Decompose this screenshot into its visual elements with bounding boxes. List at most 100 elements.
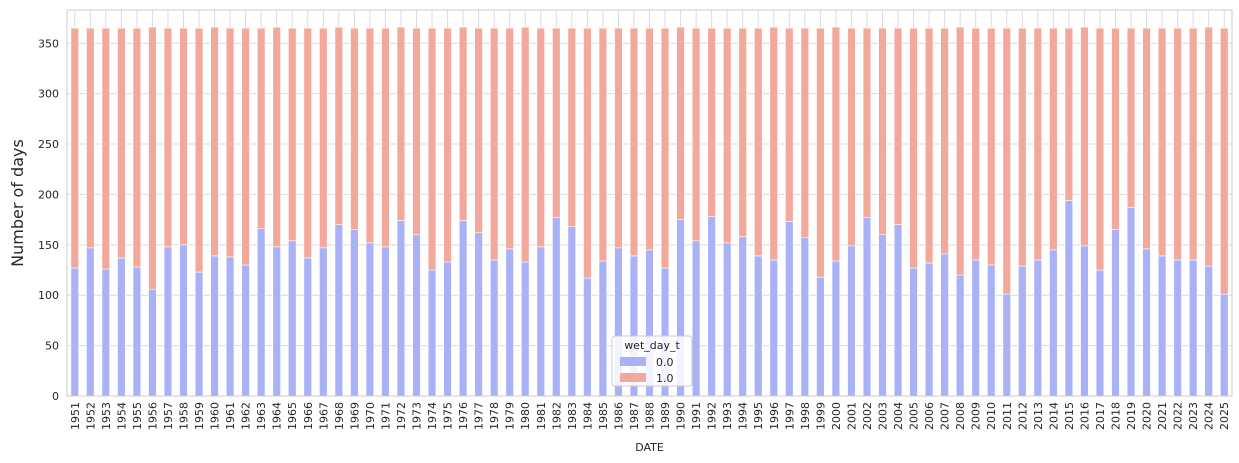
bar-2019-series-1	[1126, 27, 1136, 208]
bar-1960-series-1	[210, 26, 219, 257]
y-axis-label: Number of days	[8, 139, 27, 267]
x-tick-labels: 1951 1952 1953 1954 1955 1956 1957 1958 1959 1960…	[69, 402, 1231, 430]
x-tick-label: 1996	[768, 402, 781, 430]
bar-2014-series-1	[1049, 27, 1058, 251]
y-tick-label: 100	[38, 289, 59, 302]
bar-2006-series-0	[924, 262, 934, 397]
x-tick-label: 1964	[271, 402, 284, 430]
bar-1955-series-0	[132, 266, 142, 397]
x-tick-label: 1957	[162, 402, 175, 430]
bar-2016-series-0	[1080, 245, 1089, 397]
bar-1959-series-0	[194, 271, 204, 397]
bar-2021-series-1	[1157, 27, 1167, 257]
bar-1985-series-0	[598, 260, 608, 397]
x-tick-label: 2024	[1203, 402, 1216, 430]
x-tick-label: 2005	[908, 402, 921, 430]
y-tick-labels: 0 50 100 150 200 250 300 350	[38, 37, 59, 403]
bar-2005-series-0	[909, 267, 918, 397]
bar-1998-series-0	[800, 237, 810, 397]
y-tick-label: 0	[52, 390, 59, 403]
bar-1998-series-1	[800, 27, 810, 239]
x-tick-label: 1955	[131, 402, 144, 430]
x-axis-label: DATE	[635, 441, 664, 454]
x-tick-label: 1976	[457, 402, 470, 430]
bar-2023-series-1	[1188, 27, 1198, 261]
bar-1978-series-0	[489, 259, 499, 397]
bar-1962-series-0	[241, 264, 250, 397]
bar-1966-series-0	[303, 257, 312, 397]
bar-1952-series-0	[86, 247, 95, 397]
bar-2023-series-0	[1188, 259, 1198, 397]
bar-1976-series-0	[458, 220, 468, 397]
x-tick-label: 2012	[1016, 402, 1029, 430]
bar-1965-series-1	[288, 27, 297, 242]
bar-1963-series-0	[256, 228, 266, 397]
x-tick-label: 1958	[178, 402, 191, 430]
bar-1990-series-1	[676, 26, 685, 220]
bar-1951-series-0	[70, 267, 79, 397]
bar-1994-series-0	[738, 236, 747, 397]
bar-1953-series-0	[101, 268, 111, 397]
bar-2007-series-0	[940, 253, 949, 397]
bar-1977-series-0	[474, 232, 483, 397]
bar-1995-series-0	[754, 255, 763, 397]
bars	[70, 26, 1229, 397]
x-tick-label: 1971	[379, 402, 392, 430]
bar-1987-series-1	[629, 27, 639, 257]
y-tick-label: 200	[38, 188, 59, 201]
bar-1963-series-1	[256, 27, 266, 229]
legend-label: 0.0	[656, 356, 674, 369]
x-tick-label: 1982	[550, 402, 563, 430]
bar-2022-series-0	[1173, 259, 1182, 397]
bar-2015-series-1	[1064, 27, 1074, 201]
bar-1983-series-0	[567, 226, 577, 397]
bar-1986-series-1	[614, 27, 623, 249]
x-tick-label: 2016	[1078, 402, 1091, 430]
bar-2013-series-1	[1033, 27, 1043, 261]
bar-1970-series-1	[365, 27, 375, 244]
x-tick-label: 1984	[581, 402, 594, 430]
bar-2018-series-1	[1111, 27, 1120, 231]
bar-2024-series-0	[1204, 265, 1213, 397]
bar-1989-series-1	[660, 27, 670, 269]
bar-1969-series-0	[350, 229, 359, 397]
x-tick-label: 1972	[395, 402, 408, 430]
bar-1968-series-0	[334, 224, 344, 397]
y-tick-label: 300	[38, 88, 59, 101]
x-tick-label: 1985	[597, 402, 610, 430]
legend-label: 1.0	[656, 372, 674, 385]
bar-1983-series-1	[567, 27, 577, 227]
bar-1999-series-1	[816, 27, 825, 278]
bar-2012-series-1	[1018, 27, 1027, 267]
bar-1976-series-1	[458, 26, 468, 221]
bar-1992-series-1	[707, 27, 716, 217]
bar-1954-series-1	[117, 27, 126, 259]
bar-2006-series-1	[924, 27, 934, 264]
bar-2018-series-0	[1111, 229, 1120, 397]
x-tick-label: 1974	[426, 402, 439, 430]
bar-1984-series-1	[583, 27, 592, 279]
x-tick-label: 1979	[504, 402, 517, 430]
bar-1967-series-1	[319, 27, 328, 249]
bar-1984-series-0	[583, 277, 592, 397]
bar-2014-series-0	[1049, 249, 1058, 397]
x-tick-label: 1991	[690, 402, 703, 430]
bar-1955-series-1	[132, 27, 142, 268]
bar-1970-series-0	[365, 242, 375, 397]
bar-1979-series-1	[505, 27, 514, 250]
bar-2020-series-1	[1142, 27, 1151, 250]
x-tick-label: 1999	[814, 402, 827, 430]
bar-2012-series-0	[1018, 265, 1027, 397]
x-tick-label: 1961	[224, 402, 237, 430]
x-tick-label: 1956	[146, 402, 159, 430]
bar-1981-series-0	[536, 246, 545, 397]
bar-2002-series-1	[862, 27, 872, 218]
bar-1975-series-0	[443, 261, 452, 397]
bar-2021-series-0	[1157, 255, 1167, 397]
x-tick-label: 2021	[1156, 402, 1169, 430]
x-tick-label: 1994	[737, 402, 750, 430]
bar-1954-series-0	[117, 257, 126, 397]
bar-2024-series-1	[1204, 26, 1213, 267]
x-tick-label: 1963	[255, 402, 268, 430]
